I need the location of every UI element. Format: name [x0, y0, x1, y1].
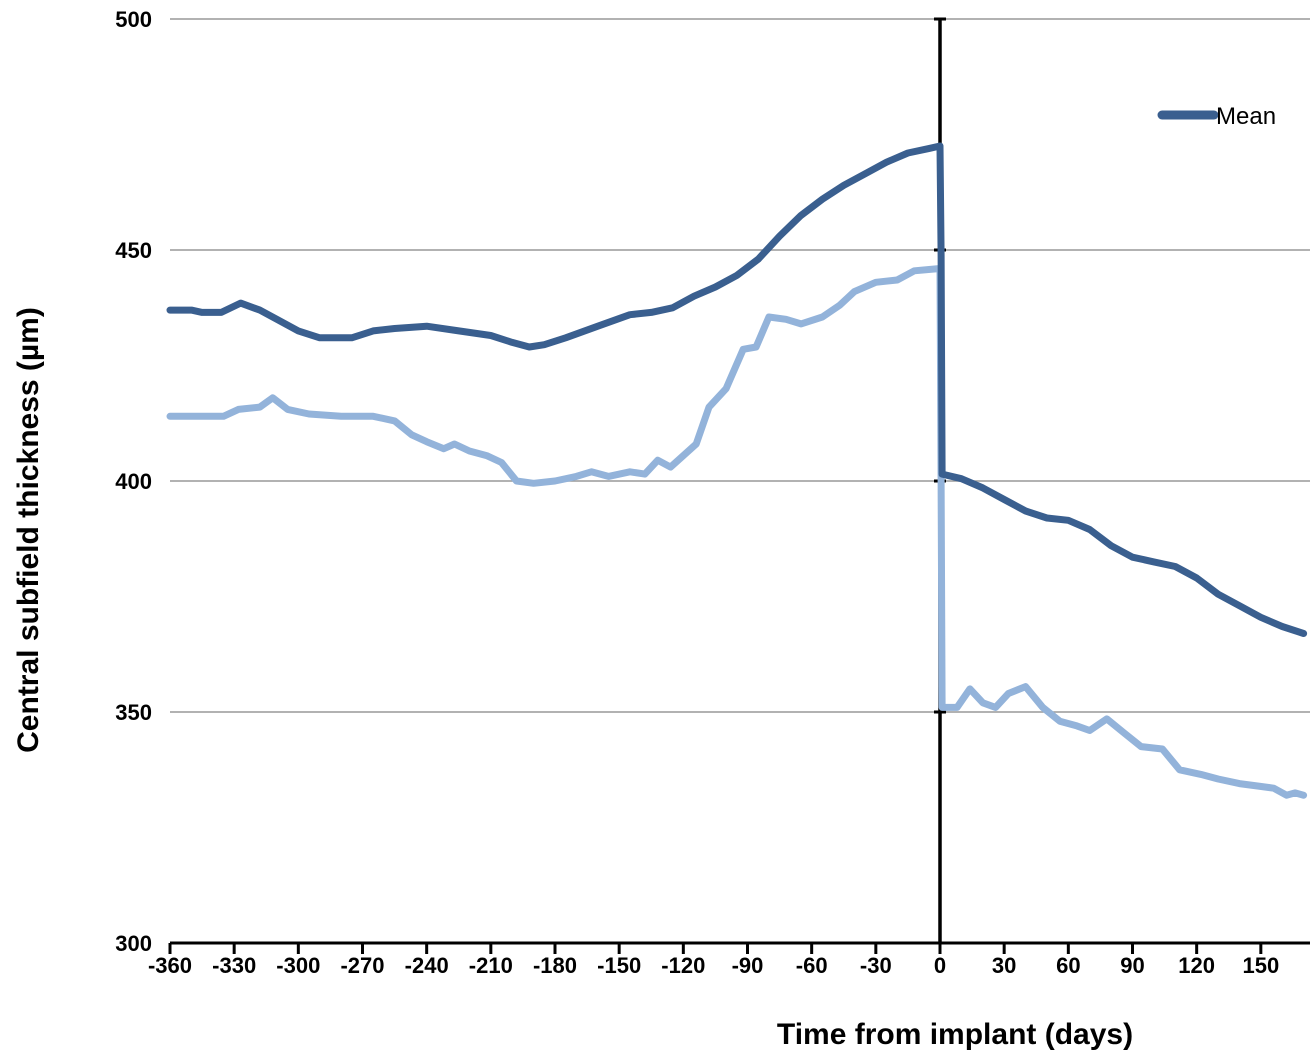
gridlines: [170, 18, 1310, 713]
x-tick-label: -330: [212, 953, 256, 978]
y-tick-label: 350: [115, 700, 152, 725]
x-tick-label: -60: [796, 953, 828, 978]
x-tick-label: -90: [732, 953, 764, 978]
x-tick-label: 0: [934, 953, 946, 978]
y-tick-label: 300: [115, 931, 152, 956]
x-tick-label: -150: [597, 953, 641, 978]
x-tick-label: 60: [1056, 953, 1080, 978]
y-tick-label: 450: [115, 238, 152, 263]
series-lines: [166, 142, 1308, 799]
x-tick-label: -240: [405, 953, 449, 978]
x-tick-label: 30: [992, 953, 1016, 978]
series-line-second: [166, 265, 1308, 799]
x-tick-label: -180: [533, 953, 577, 978]
legend: Mean: [1157, 103, 1276, 130]
y-axis-title: Central subfield thickness (µm): [12, 307, 45, 753]
legend-label-mean: Mean: [1216, 103, 1276, 130]
y-tick-label: 400: [115, 469, 152, 494]
x-tick-label: -300: [276, 953, 320, 978]
x-tick-label: 120: [1178, 953, 1215, 978]
x-tick-label: -360: [148, 953, 192, 978]
x-tick-label: -120: [661, 953, 705, 978]
x-tick-label: -270: [340, 953, 384, 978]
x-tick-label: -30: [860, 953, 892, 978]
axes: [168, 17, 1310, 954]
x-axis-title: Time from implant (days): [777, 1018, 1133, 1051]
x-tick-label: 150: [1242, 953, 1279, 978]
series-line-mean: [166, 142, 1308, 637]
x-tick-label: 90: [1120, 953, 1144, 978]
x-tick-label: -210: [469, 953, 513, 978]
y-tick-label: 500: [115, 7, 152, 32]
